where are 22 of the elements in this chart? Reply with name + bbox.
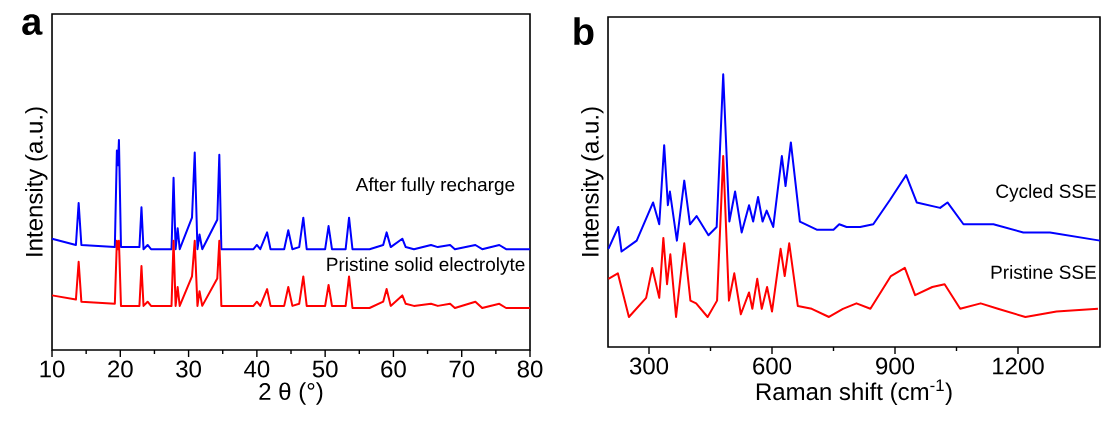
y-axis-title: Intensity (a.u.) — [25, 107, 48, 256]
x-tick-label: 60 — [381, 360, 406, 378]
x-tick-label: 600 — [753, 357, 792, 375]
x-axis-title: Raman shift (cm$^{-1}$) — [756, 379, 952, 405]
x-tick-label: 900 — [876, 357, 915, 375]
x-tick-label: 20 — [108, 360, 133, 378]
x-tick-label: 10 — [40, 360, 65, 378]
y-axis-title: Intensity (a.u.) — [581, 107, 604, 256]
x-tick-label: 80 — [517, 360, 543, 378]
x-tick-label: 300 — [629, 357, 669, 375]
x-tick-label: 70 — [449, 360, 475, 378]
x-tick-label: 40 — [244, 360, 270, 378]
series-label: After fully recharge — [355, 177, 515, 196]
chart-title: b — [574, 17, 594, 46]
x-tick-label: 50 — [312, 360, 338, 378]
chart-title: a — [22, 14, 43, 36]
series-label: Pristine SSE — [991, 265, 1096, 279]
x-tick-label: 1200 — [993, 357, 1044, 375]
x-tick-label: 30 — [176, 360, 201, 378]
x-axis-title: 2 θ (°) — [259, 382, 323, 405]
series-label: Cycled SSE — [996, 184, 1096, 202]
series-label: Pristine solid electrolyte — [327, 257, 525, 275]
